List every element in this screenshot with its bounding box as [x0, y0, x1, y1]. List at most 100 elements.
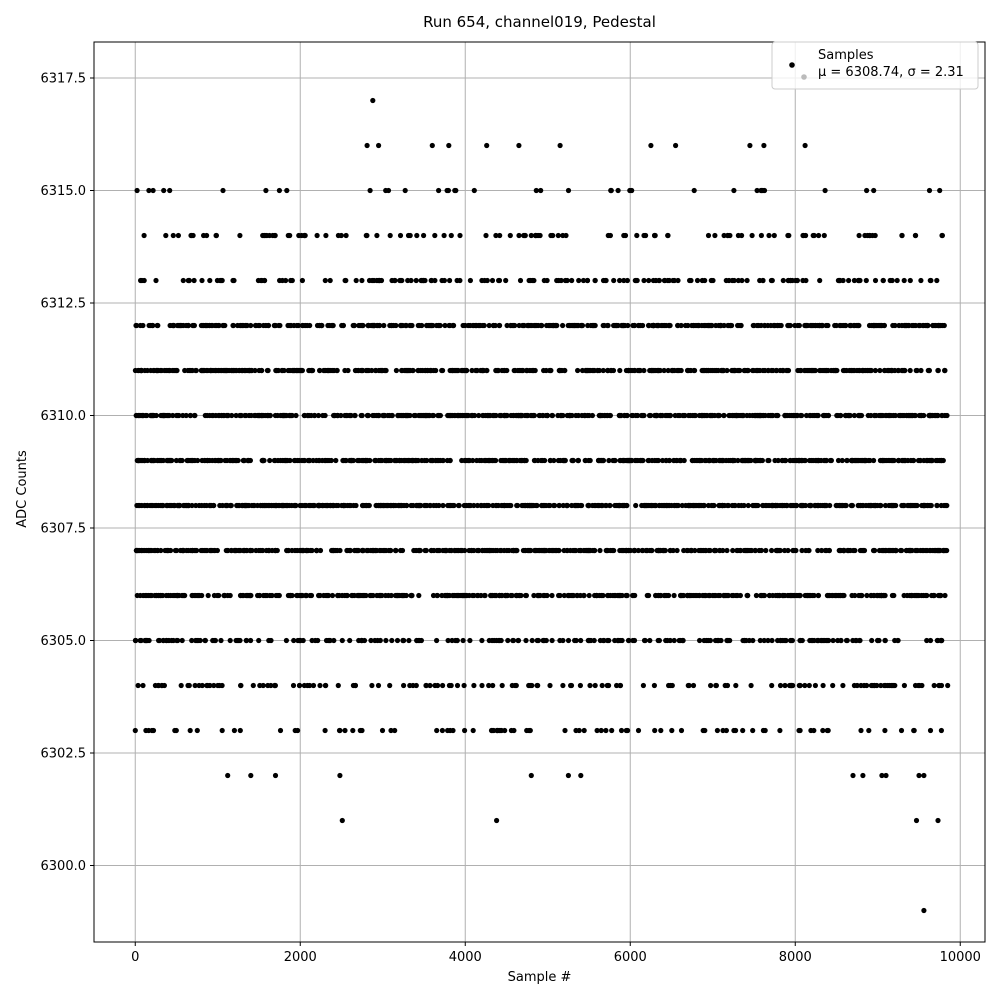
data-point [733, 682, 739, 689]
data-point [921, 502, 927, 509]
data-point [532, 547, 538, 554]
data-point [750, 367, 756, 374]
data-point [331, 637, 337, 644]
data-point [802, 322, 808, 329]
data-point [565, 187, 572, 194]
data-point [578, 772, 584, 779]
data-point [901, 592, 907, 599]
data-point [592, 502, 598, 509]
data-point [735, 277, 742, 284]
data-point [366, 502, 372, 509]
data-point [637, 322, 644, 329]
data-point [277, 457, 284, 464]
data-point [942, 367, 948, 374]
data-point [172, 727, 178, 734]
data-point [201, 547, 207, 554]
data-point [589, 412, 596, 419]
data-point [928, 547, 934, 554]
data-point [851, 277, 858, 284]
data-point [370, 412, 376, 419]
data-point [237, 727, 243, 734]
data-point [770, 592, 776, 599]
data-point [422, 547, 428, 554]
data-point [157, 502, 164, 509]
data-point [340, 457, 346, 464]
data-point [861, 547, 868, 554]
data-point [872, 322, 878, 329]
data-point [665, 232, 671, 239]
data-point [907, 277, 913, 284]
data-point [513, 547, 519, 554]
data-point [259, 502, 266, 509]
data-point [155, 682, 161, 689]
data-point [691, 187, 697, 194]
data-point [312, 637, 318, 644]
data-point [560, 682, 566, 689]
data-point [450, 502, 456, 509]
data-point [464, 367, 470, 374]
data-point [230, 322, 236, 329]
data-point [251, 502, 257, 509]
data-point [185, 367, 191, 374]
data-point [484, 367, 490, 374]
data-point [490, 682, 496, 689]
data-point [619, 637, 625, 644]
data-point [295, 727, 301, 734]
x-tick-label: 0 [131, 950, 139, 965]
data-point [524, 727, 530, 734]
data-point [641, 367, 647, 374]
data-point [626, 547, 632, 554]
data-point [669, 367, 676, 374]
data-point [907, 367, 913, 374]
data-point [454, 682, 461, 689]
data-point [905, 547, 912, 554]
data-point [434, 727, 440, 734]
data-point [374, 592, 380, 599]
data-point [443, 547, 449, 554]
data-point [392, 547, 399, 554]
data-point [339, 637, 345, 644]
data-point [212, 367, 218, 374]
data-point [277, 727, 284, 734]
data-point [421, 277, 427, 284]
data-point [690, 682, 697, 689]
data-point [617, 547, 623, 554]
data-point [907, 502, 913, 509]
data-point [430, 322, 436, 329]
data-point [774, 547, 781, 554]
data-point [708, 277, 714, 284]
data-point [471, 682, 477, 689]
data-point [777, 727, 783, 734]
data-point [761, 637, 767, 644]
data-point [535, 592, 541, 599]
data-point [629, 367, 635, 374]
data-point [523, 592, 529, 599]
data-point [204, 502, 210, 509]
data-point [153, 412, 159, 419]
data-point [696, 547, 702, 554]
data-point [260, 547, 266, 554]
data-point [317, 682, 323, 689]
data-point [266, 412, 272, 419]
data-point [504, 592, 511, 599]
data-point [717, 322, 723, 329]
data-point [401, 682, 407, 689]
data-point [844, 367, 850, 374]
data-point [140, 682, 146, 689]
data-point [561, 457, 567, 464]
data-point [220, 367, 226, 374]
data-point [466, 457, 472, 464]
data-point [699, 367, 705, 374]
data-point [938, 727, 945, 734]
data-point [498, 457, 504, 464]
data-point [531, 322, 537, 329]
data-point [882, 637, 888, 644]
data-point [331, 502, 337, 509]
data-point [478, 502, 484, 509]
data-point [837, 592, 844, 599]
data-point [633, 502, 639, 509]
data-point [268, 682, 274, 689]
data-point [851, 457, 858, 464]
data-point [828, 367, 834, 374]
